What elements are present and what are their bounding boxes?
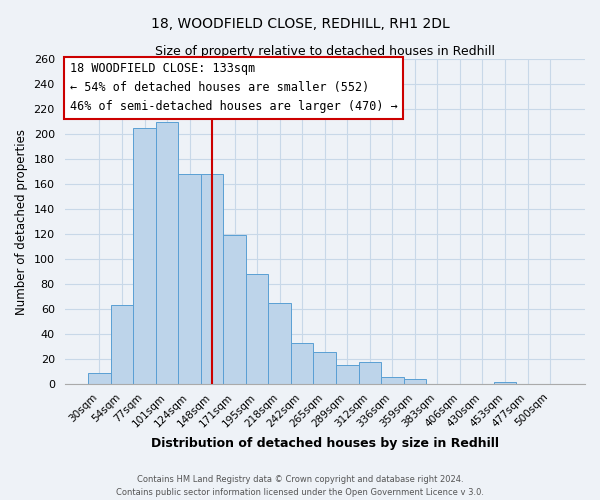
Y-axis label: Number of detached properties: Number of detached properties (15, 128, 28, 314)
Bar (88, 373, 111, 384)
Bar (359, 362, 381, 384)
Text: 18 WOODFIELD CLOSE: 133sqm
← 54% of detached houses are smaller (552)
46% of sem: 18 WOODFIELD CLOSE: 133sqm ← 54% of deta… (70, 62, 397, 114)
Bar (201, 174, 223, 384)
Text: 18, WOODFIELD CLOSE, REDHILL, RH1 2DL: 18, WOODFIELD CLOSE, REDHILL, RH1 2DL (151, 18, 449, 32)
Bar (291, 343, 313, 384)
Bar (133, 128, 156, 384)
Bar (111, 306, 133, 384)
Bar (336, 366, 359, 384)
Bar (268, 303, 291, 384)
Bar (404, 379, 426, 384)
Text: Contains HM Land Registry data © Crown copyright and database right 2024.
Contai: Contains HM Land Registry data © Crown c… (116, 476, 484, 497)
Title: Size of property relative to detached houses in Redhill: Size of property relative to detached ho… (155, 45, 495, 58)
Bar (246, 274, 268, 384)
Bar (381, 376, 404, 384)
Bar (178, 174, 201, 384)
Bar (223, 236, 246, 384)
Bar (313, 352, 336, 384)
Bar (494, 382, 516, 384)
X-axis label: Distribution of detached houses by size in Redhill: Distribution of detached houses by size … (151, 437, 499, 450)
Bar (156, 122, 178, 384)
